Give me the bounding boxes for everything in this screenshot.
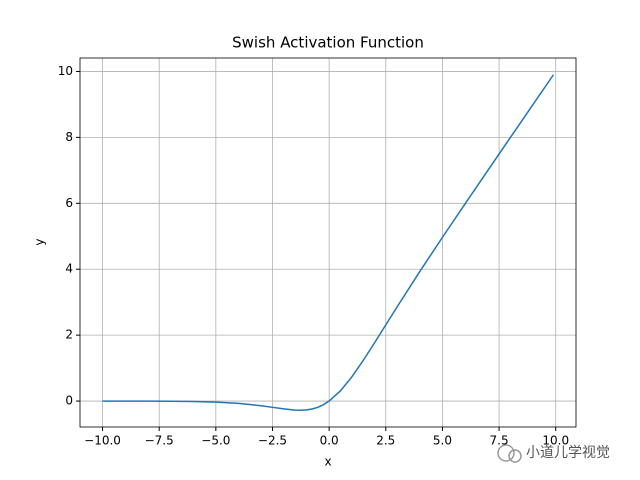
x-tick-label: 0.0 <box>320 434 339 448</box>
x-tick-label: −10.0 <box>84 434 121 448</box>
x-tick-label: −7.5 <box>145 434 174 448</box>
x-tick-label: 7.5 <box>490 434 509 448</box>
y-tick-label: 6 <box>65 196 73 210</box>
chart-title: Swish Activation Function <box>232 34 424 52</box>
y-tick-label: 4 <box>65 262 73 276</box>
watermark-icon <box>497 444 522 463</box>
line <box>102 74 555 411</box>
y-axis-label: y <box>33 238 47 245</box>
plot-frame <box>79 57 577 428</box>
x-tick-label: 2.5 <box>376 434 395 448</box>
x-tick-label: 5.0 <box>433 434 452 448</box>
x-tick-label: 10.0 <box>542 434 569 448</box>
x-tick-label: −5.0 <box>201 434 230 448</box>
x-tick-label: −2.5 <box>258 434 287 448</box>
y-tick-label: 0 <box>65 394 73 408</box>
watermark: 小道儿学视觉 <box>526 445 610 461</box>
x-axis-label: x <box>324 455 331 469</box>
y-tick-label: 10 <box>58 64 73 78</box>
y-tick-label: 2 <box>65 328 73 342</box>
y-tick-label: 8 <box>65 130 73 144</box>
